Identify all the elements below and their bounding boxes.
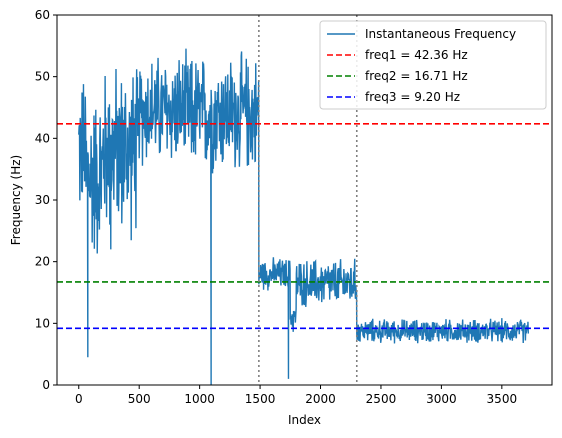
x-tick-label: 2500 <box>366 392 397 406</box>
legend: Instantaneous Frequency freq1 = 42.36 Hz f… <box>319 20 547 110</box>
x-tick-label: 0 <box>75 392 83 406</box>
legend-label: freq2 = 16.71 Hz <box>365 69 468 83</box>
y-tick-label: 50 <box>35 70 50 84</box>
x-tick-label: 2000 <box>305 392 336 406</box>
x-tick-label: 3000 <box>426 392 457 406</box>
x-tick-label: 3500 <box>487 392 518 406</box>
series-line-0 <box>78 48 530 386</box>
x-tick-label: 1000 <box>184 392 215 406</box>
y-tick-label: 10 <box>35 316 50 330</box>
x-axis-label: Index <box>288 413 321 427</box>
y-tick-label: 20 <box>35 255 50 269</box>
legend-box <box>319 20 547 110</box>
y-tick-label: 0 <box>42 378 50 392</box>
legend-label: freq1 = 42.36 Hz <box>365 48 468 62</box>
axes: 0 500 1000 1500 2000 2500 3000 3500 0 10 20 30 40 50 6… <box>35 8 553 406</box>
y-tick-label: 30 <box>35 193 50 207</box>
y-tick-label: 60 <box>35 8 50 22</box>
y-axis-label: Frequency (Hz) <box>9 155 23 246</box>
legend-label: freq3 = 9.20 Hz <box>365 90 460 104</box>
x-tick-label: 500 <box>128 392 151 406</box>
y-tick-label: 40 <box>35 131 50 145</box>
legend-label: Instantaneous Frequency <box>365 27 516 41</box>
x-tick-label: 1500 <box>245 392 276 406</box>
